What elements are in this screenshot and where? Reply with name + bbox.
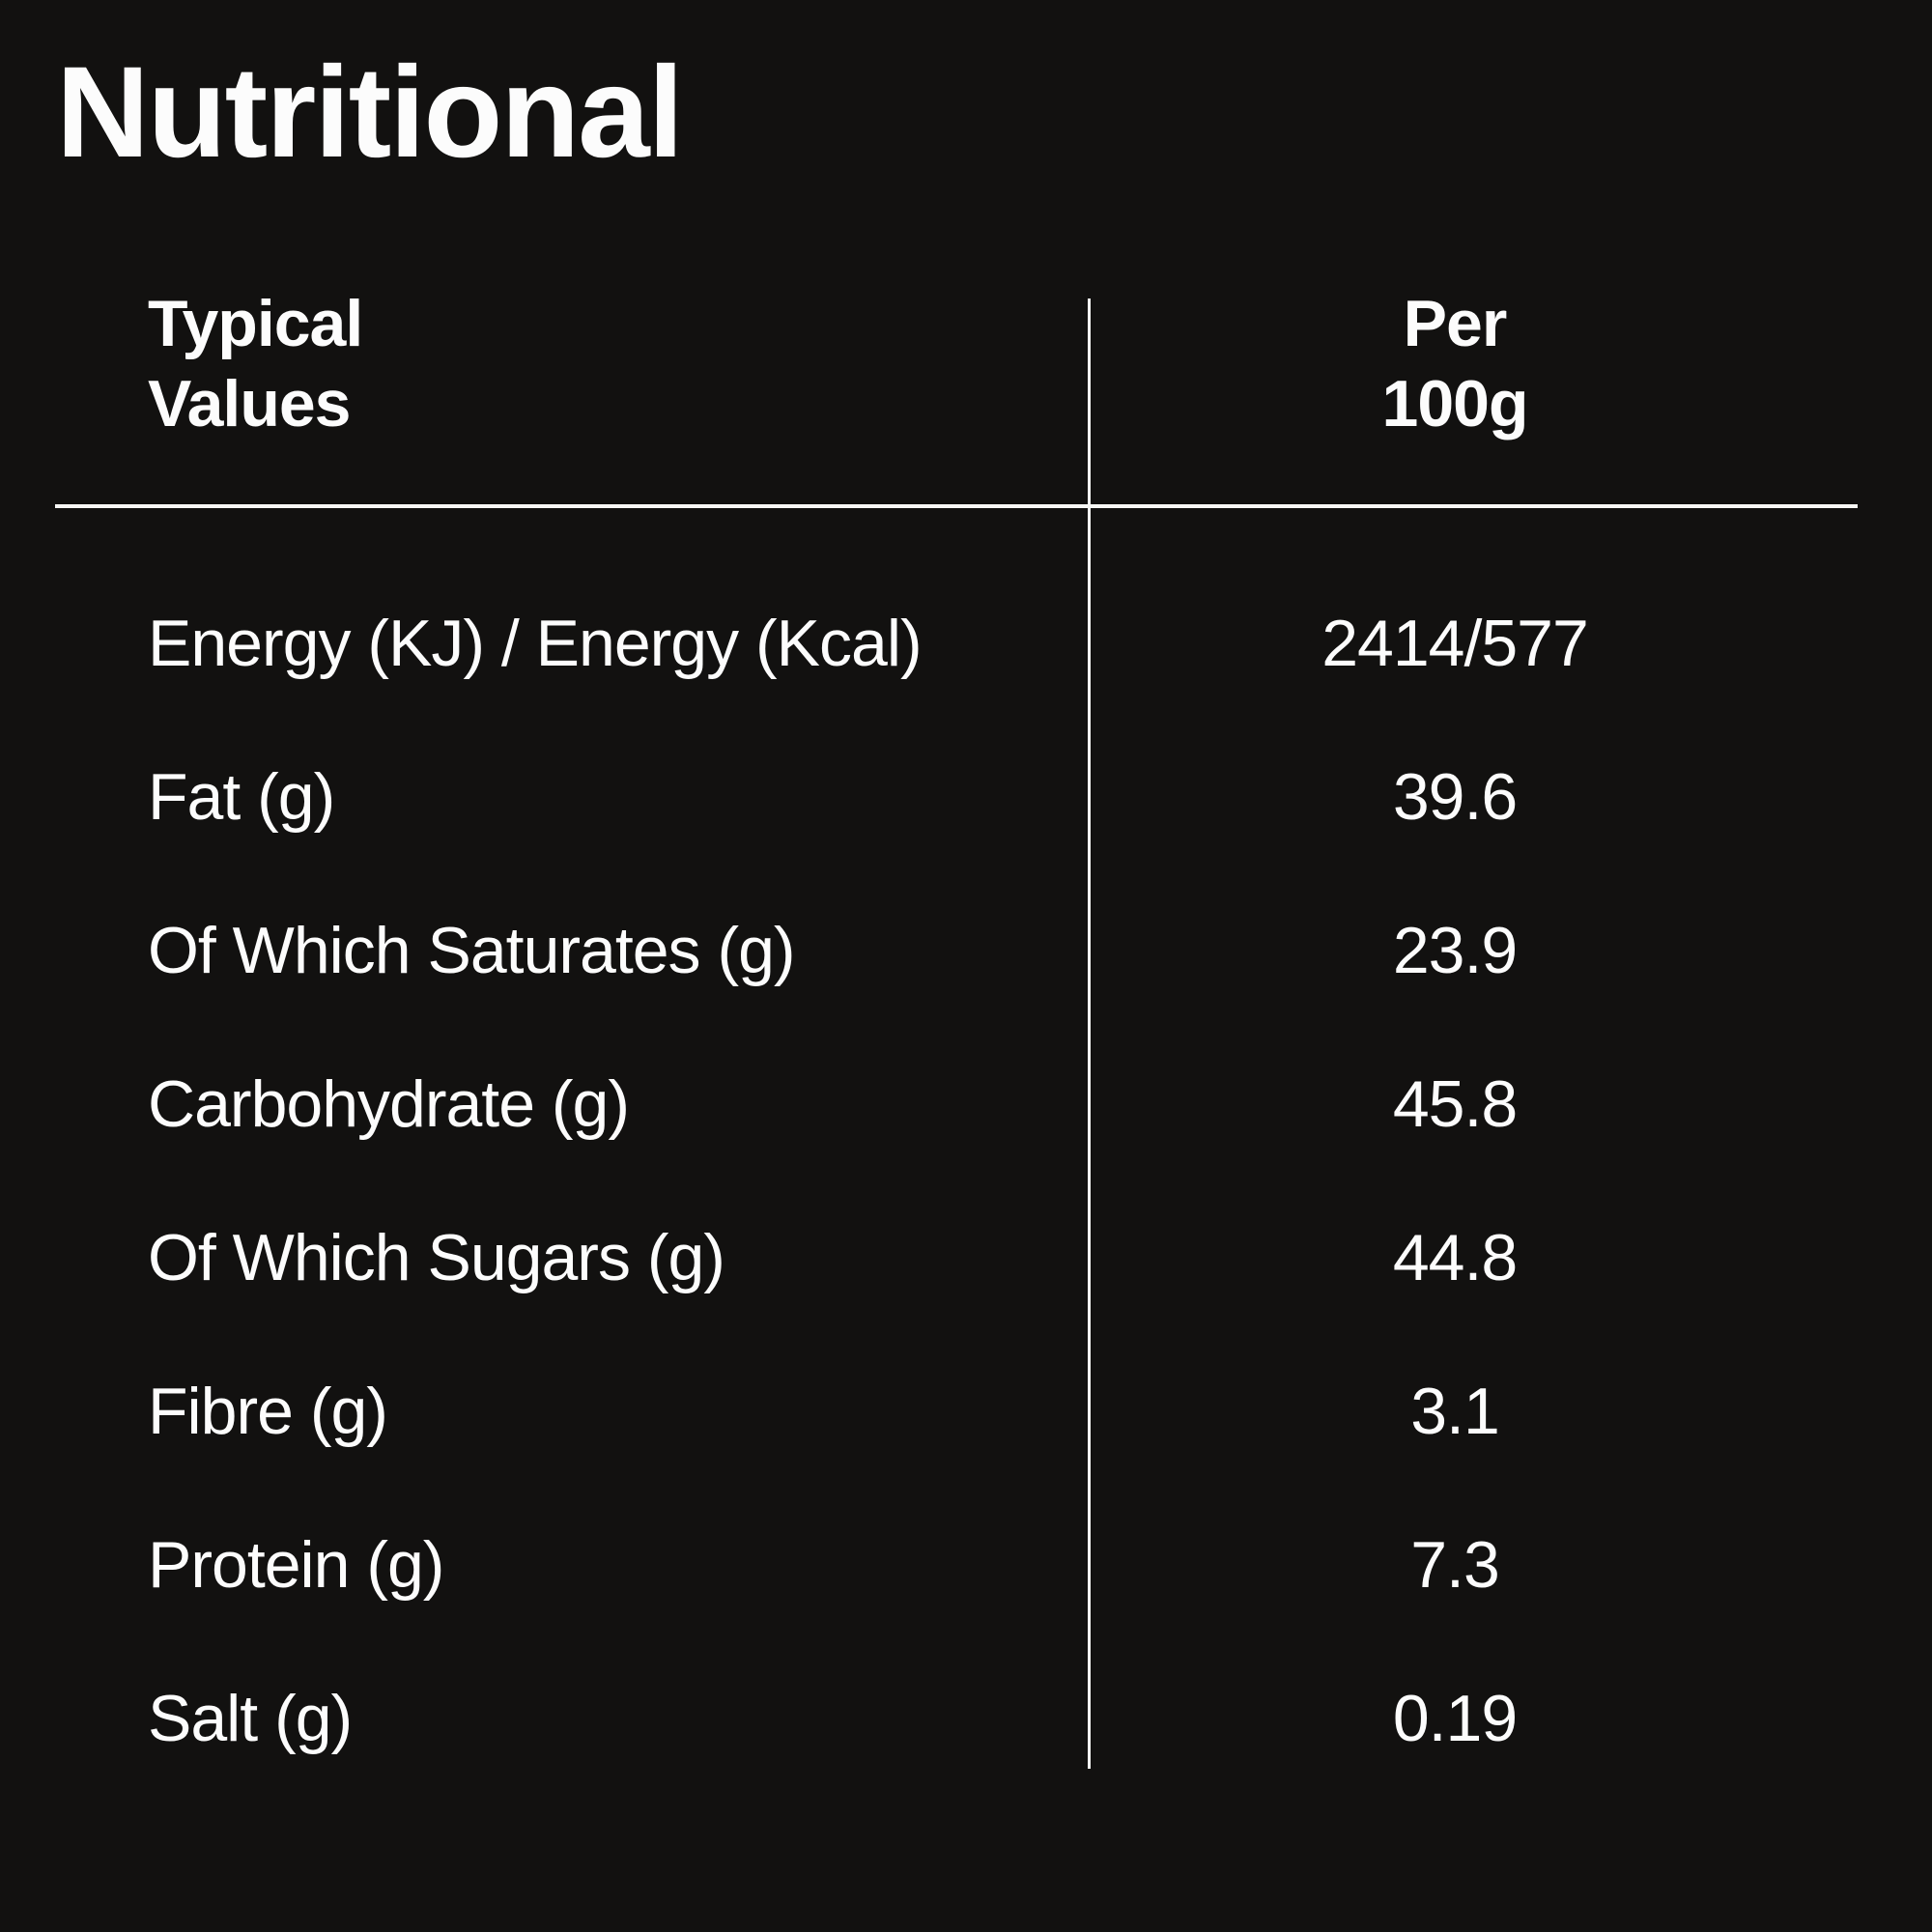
row-value: 45.8 — [1392, 1066, 1518, 1141]
row-label: Carbohydrate (g) — [148, 1066, 630, 1141]
row-label: Fat (g) — [148, 759, 335, 834]
row-value: 0.19 — [1392, 1681, 1518, 1755]
row-value: 44.8 — [1392, 1220, 1518, 1294]
row-label: Energy (KJ) / Energy (Kcal) — [148, 606, 923, 680]
table-row: Of Which Saturates (g) 23.9 — [0, 873, 1932, 1027]
row-value: 7.3 — [1410, 1527, 1500, 1602]
table-row: Of Which Sugars (g) 44.8 — [0, 1180, 1932, 1334]
header-100g-line: 100g — [1381, 367, 1529, 440]
row-value: 3.1 — [1410, 1374, 1500, 1448]
row-label: Fibre (g) — [148, 1374, 388, 1448]
table-row: Salt (g) 0.19 — [0, 1641, 1932, 1795]
table-row: Protein (g) 7.3 — [0, 1488, 1932, 1641]
table-header-per-100g: Per 100g — [1089, 284, 1821, 444]
header-divider-line — [55, 504, 1858, 508]
row-value: 39.6 — [1392, 759, 1518, 834]
table-row: Energy (KJ) / Energy (Kcal) 2414/577 — [0, 566, 1932, 720]
row-label: Protein (g) — [148, 1527, 444, 1602]
row-label: Of Which Sugars (g) — [148, 1220, 725, 1294]
row-label: Of Which Saturates (g) — [148, 913, 796, 987]
row-value: 2414/577 — [1321, 606, 1589, 680]
row-value: 23.9 — [1392, 913, 1518, 987]
table-row: Fat (g) 39.6 — [0, 720, 1932, 873]
table-body: Energy (KJ) / Energy (Kcal) 2414/577 Fat… — [0, 566, 1932, 1795]
row-label: Salt (g) — [148, 1681, 353, 1755]
header-per-line: Per — [1403, 287, 1508, 360]
header-typical-line: Typical — [148, 287, 363, 360]
header-values-line: Values — [148, 367, 352, 440]
column-divider-line — [1088, 298, 1091, 1769]
table-row: Carbohydrate (g) 45.8 — [0, 1027, 1932, 1180]
table-header-typical-values: Typical Values — [148, 284, 363, 444]
table-row: Fibre (g) 3.1 — [0, 1334, 1932, 1488]
page-title: Nutritional — [56, 41, 684, 185]
